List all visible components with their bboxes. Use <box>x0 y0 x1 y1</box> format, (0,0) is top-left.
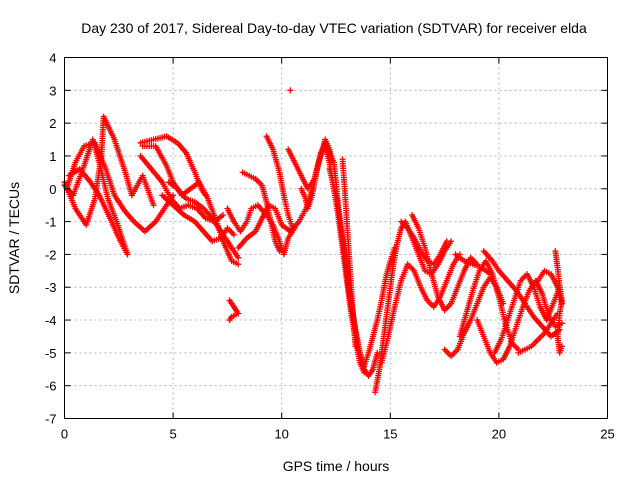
y-tick-label: 4 <box>49 51 56 66</box>
data-point <box>289 225 296 232</box>
y-tick-label: -1 <box>45 215 57 230</box>
plot-frame <box>64 57 608 419</box>
y-tick-label: -3 <box>45 280 57 295</box>
y-axis-title: SDTVAR / TECUs <box>6 182 22 294</box>
x-tick-label: 15 <box>383 427 397 442</box>
data-point <box>558 320 565 327</box>
chart-title: Day 230 of 2017, Sidereal Day-to-day VTE… <box>81 20 587 36</box>
y-tick-label: 3 <box>49 83 56 98</box>
data-point <box>443 238 450 245</box>
x-tick-label: 5 <box>169 427 176 442</box>
data-point <box>235 254 242 261</box>
data-point <box>374 349 381 356</box>
data-point <box>124 251 131 258</box>
data-point <box>558 343 565 350</box>
data-point <box>352 343 359 350</box>
data-point <box>235 261 242 268</box>
y-tick-label: 0 <box>49 182 56 197</box>
data-point <box>150 202 157 209</box>
y-tick-label: -7 <box>45 412 57 427</box>
data-points <box>61 87 565 396</box>
data-point <box>287 87 294 94</box>
data-point <box>170 192 177 199</box>
y-tick-label: 2 <box>49 116 56 131</box>
data-point <box>487 271 494 278</box>
data-point <box>276 248 283 255</box>
y-tick-label: -6 <box>45 379 57 394</box>
data-point <box>230 231 237 238</box>
y-tick-label: -2 <box>45 247 57 262</box>
y-tick-label: -4 <box>45 313 57 328</box>
data-point <box>220 212 227 219</box>
x-tick-label: 20 <box>492 427 506 442</box>
x-tick-label: 10 <box>274 427 288 442</box>
y-tick-label: 1 <box>49 149 56 164</box>
y-tick-label: -5 <box>45 346 57 361</box>
x-tick-label: 25 <box>600 427 614 442</box>
x-axis-title: GPS time / hours <box>283 458 390 474</box>
x-tick-label: 0 <box>61 427 68 442</box>
data-point <box>226 317 233 324</box>
axis-tick-labels: 0 5 10 15 20 25 -7 -6 -5 -4 -3 -2 -1 0 1 2 3 4 <box>45 51 615 442</box>
axis-ticks <box>64 57 608 419</box>
data-point <box>361 369 368 376</box>
